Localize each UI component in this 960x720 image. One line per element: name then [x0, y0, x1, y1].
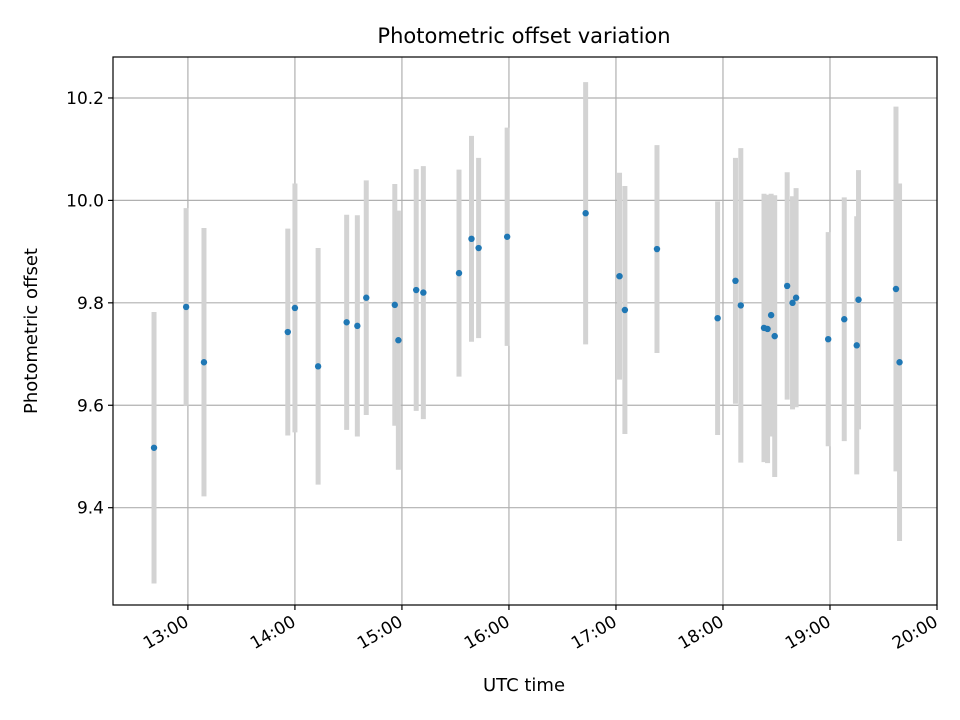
data-point: [855, 296, 862, 303]
x-axis-label: UTC time: [483, 675, 565, 696]
data-point: [767, 311, 775, 319]
data-point: [475, 244, 482, 252]
data-point: [420, 289, 427, 296]
data-point: [621, 306, 629, 314]
data-point: [764, 325, 771, 333]
data-point: [853, 342, 860, 349]
data-point: [616, 273, 623, 280]
data-point: [284, 328, 291, 336]
data-point: [391, 301, 399, 309]
plot-frame: [112, 56, 938, 606]
data-point: [150, 444, 158, 451]
data-point: [792, 294, 800, 301]
data-point: [468, 235, 475, 243]
y-tick-label: 10.0: [66, 191, 104, 211]
point-layer: [150, 210, 903, 451]
y-tick-label: 10.2: [66, 89, 104, 109]
data-point: [182, 303, 190, 311]
grid-layer: [113, 57, 938, 605]
data-point: [892, 285, 900, 293]
data-point: [413, 286, 420, 294]
data-point: [200, 359, 208, 366]
data-point: [896, 359, 903, 366]
data-point: [503, 233, 511, 240]
data-point: [714, 314, 721, 322]
data-point: [653, 245, 661, 253]
data-point: [825, 335, 832, 343]
data-point: [841, 316, 848, 323]
y-tick-label: 9.4: [77, 499, 104, 519]
data-point: [363, 294, 370, 301]
data-point: [582, 210, 589, 217]
data-point: [343, 319, 350, 326]
data-point: [732, 277, 739, 285]
data-point: [783, 282, 791, 290]
y-tick-label: 9.8: [77, 294, 104, 314]
data-point: [771, 332, 778, 340]
data-point: [354, 322, 361, 330]
chart-title: Photometric offset variation: [377, 24, 670, 48]
data-point: [789, 299, 796, 307]
data-point: [737, 302, 745, 309]
data-point: [455, 269, 463, 277]
y-axis-label: Photometric offset: [21, 248, 42, 414]
data-point: [291, 304, 299, 312]
data-point: [314, 363, 322, 370]
y-tick-label: 9.6: [77, 396, 104, 416]
data-point: [395, 337, 402, 344]
